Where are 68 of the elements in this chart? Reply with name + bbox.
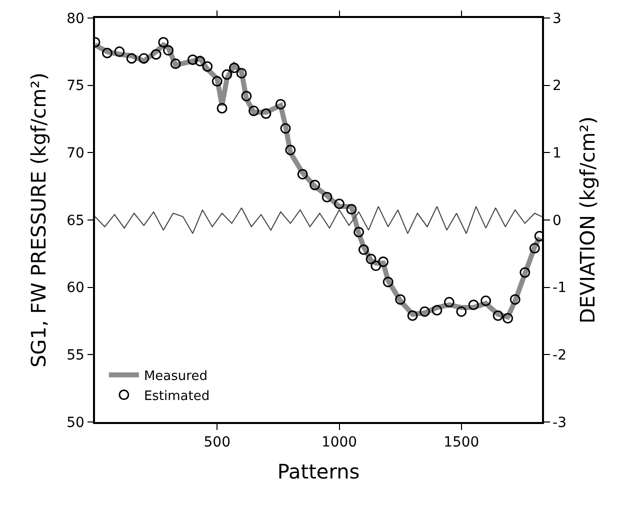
- y-tick-label: 65: [66, 212, 84, 229]
- point: [212, 76, 222, 87]
- point: [432, 304, 442, 316]
- point: [163, 45, 174, 56]
- point: [354, 226, 364, 238]
- point: [322, 192, 332, 202]
- x-tick-label: 500: [204, 434, 230, 451]
- y2-tick-label: -1: [552, 280, 567, 296]
- point: [150, 49, 162, 60]
- point: [280, 123, 291, 134]
- point: [241, 90, 252, 102]
- point: [520, 267, 530, 278]
- y-tick-label: 60: [66, 280, 84, 296]
- point: [468, 300, 479, 310]
- y2-tick-label: 1: [552, 146, 562, 162]
- point: [480, 296, 492, 306]
- point: [194, 56, 206, 66]
- legend-label: Measured: [144, 368, 208, 384]
- point: [138, 53, 150, 64]
- point: [492, 310, 504, 321]
- y2-tick-label: 3: [552, 10, 562, 27]
- y-tick-label: 75: [66, 78, 84, 94]
- point: [275, 98, 286, 110]
- y-tick-label: 80: [66, 10, 84, 27]
- y-tick-label: 50: [66, 414, 84, 431]
- point: [126, 53, 137, 64]
- point: [358, 244, 369, 255]
- y2-tick-label: 2: [552, 78, 562, 94]
- point: [216, 102, 228, 114]
- y-axis-title: SG1, FW PRESSURE (kgf/cm²): [26, 72, 51, 368]
- point: [382, 276, 394, 288]
- legend-label: Estimated: [144, 388, 210, 404]
- point: [248, 106, 260, 116]
- point: [170, 58, 181, 70]
- point: [370, 260, 382, 272]
- point: [260, 108, 272, 119]
- point: [366, 254, 376, 264]
- point: [444, 296, 454, 308]
- point: [395, 294, 406, 305]
- point: [334, 198, 345, 210]
- x-axis-title: Patterns: [277, 460, 360, 484]
- point: [510, 294, 520, 305]
- x-tick-label: 1500: [444, 434, 480, 451]
- point: [187, 54, 198, 65]
- y2-axis-title: DEVIATION (kgf/cm²): [576, 116, 600, 324]
- point: [529, 243, 540, 254]
- point: [407, 310, 418, 321]
- y-tick-label: 70: [66, 146, 84, 162]
- y-tick-label: 55: [66, 348, 84, 364]
- point: [378, 256, 388, 267]
- point: [158, 36, 169, 48]
- point: [502, 313, 514, 324]
- point: [202, 61, 213, 72]
- y2-tick-label: -2: [552, 348, 567, 364]
- point: [102, 48, 112, 58]
- point: [297, 168, 308, 180]
- point: [285, 144, 296, 156]
- point: [420, 306, 430, 317]
- x-tick-label: 1000: [321, 434, 358, 451]
- y2-tick-label: 0: [552, 212, 562, 229]
- point: [456, 306, 467, 317]
- point: [310, 180, 320, 190]
- point: [346, 204, 357, 214]
- point: [228, 62, 240, 74]
- point: [114, 46, 125, 57]
- y2-tick-label: -3: [552, 414, 567, 431]
- point: [222, 69, 232, 80]
- point: [236, 68, 247, 78]
